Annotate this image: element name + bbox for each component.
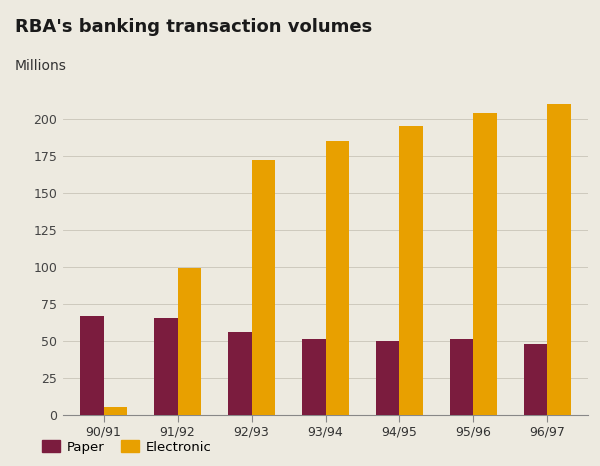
Bar: [302, 339, 325, 415]
Bar: [524, 343, 547, 415]
Bar: [154, 318, 178, 415]
Bar: [473, 113, 497, 415]
Bar: [400, 126, 423, 415]
Bar: [104, 407, 127, 415]
Bar: [547, 104, 571, 415]
Bar: [376, 341, 400, 415]
Bar: [450, 339, 473, 415]
Bar: [80, 315, 104, 415]
Text: RBA's banking transaction volumes: RBA's banking transaction volumes: [15, 18, 372, 36]
Bar: [178, 268, 201, 415]
Text: Millions: Millions: [15, 59, 67, 73]
Bar: [325, 141, 349, 415]
Bar: [228, 332, 251, 415]
Legend: Paper, Electronic: Paper, Electronic: [37, 435, 217, 459]
Bar: [251, 160, 275, 415]
